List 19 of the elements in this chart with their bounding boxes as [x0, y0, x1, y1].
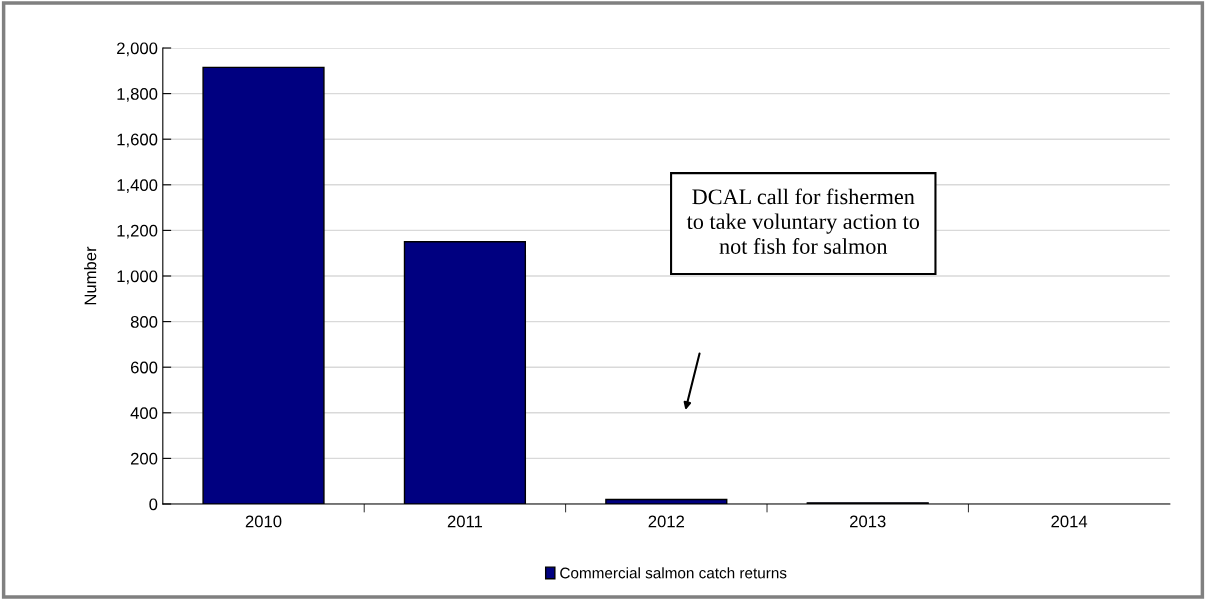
- y-tick-label: 1,000: [117, 270, 158, 285]
- y-tick-label: 1,200: [117, 224, 158, 239]
- x-tick-label: 2010: [245, 515, 282, 528]
- y-tick-label: 600: [130, 361, 158, 374]
- y-tick-label: 2,000: [117, 42, 158, 57]
- x-tick-label: 2014: [1051, 515, 1088, 528]
- y-tick-label: 800: [130, 316, 158, 328]
- legend-label: Commercial salmon catch returns: [560, 567, 787, 579]
- y-tick-label: 0: [149, 498, 158, 511]
- y-tick-label: 400: [130, 407, 158, 419]
- x-tick-label: 2013: [850, 515, 886, 528]
- x-tick-label: 2012: [648, 515, 685, 528]
- annotation: DCAL call for fishermen to take voluntary action to not fish for salmon: [686, 188, 920, 254]
- x-tick-label: 2011: [447, 515, 483, 528]
- y-axis-title: Number: [84, 246, 97, 305]
- y-tick-label: 1,600: [117, 133, 158, 148]
- y-tick-label: 1,800: [117, 88, 158, 102]
- y-tick-label: 1,400: [117, 179, 158, 193]
- y-tick-label: 200: [130, 452, 158, 465]
